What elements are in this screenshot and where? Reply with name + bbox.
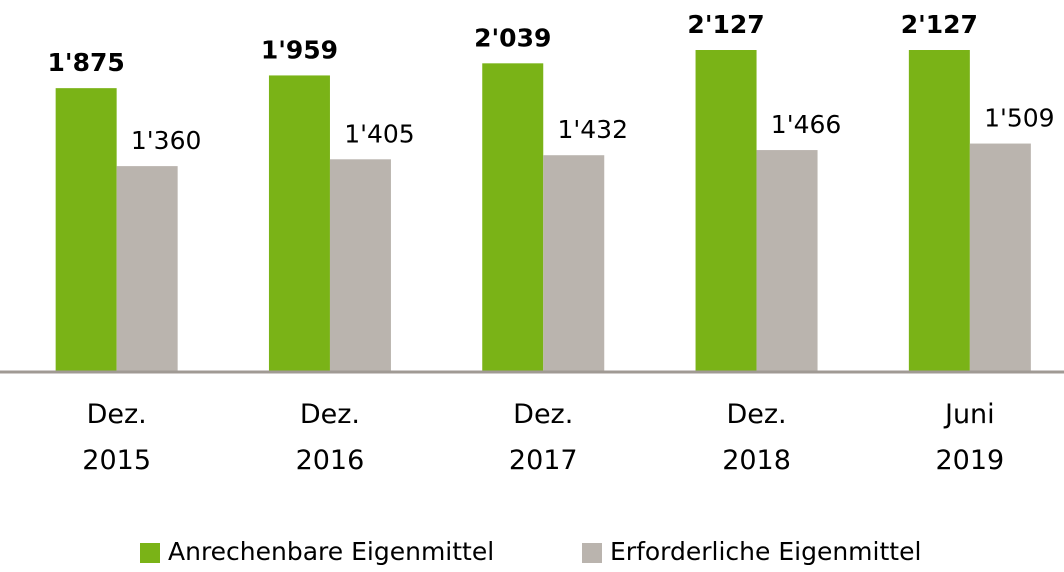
bar [329,159,391,372]
value-label: 1'360 [131,126,202,155]
bar [695,50,757,372]
value-label: 2'039 [474,23,551,52]
value-label: 1'466 [771,110,842,139]
value-label: 1'432 [558,115,629,144]
bar [482,63,544,372]
value-label: 1'405 [344,119,415,148]
x-tick-label: Juni 2019 [935,399,1004,476]
legend-label: Anrechenbare Eigenmittel [168,537,494,566]
bar [543,155,605,372]
value-label: 1'959 [261,35,338,64]
value-label: 2'127 [687,10,764,39]
value-label: 1'875 [48,48,125,77]
legend-swatch [582,543,602,563]
bar [55,88,117,372]
bar [116,166,178,372]
bar [969,143,1031,372]
x-tick-label: Dez. 2016 [296,399,365,476]
x-tick-label: Dez. 2018 [722,399,791,476]
value-label: 2'127 [901,10,978,39]
legend-label: Erforderliche Eigenmittel [610,537,921,566]
bar [908,50,970,372]
value-label: 1'509 [984,104,1055,133]
bar [756,150,818,372]
legend-swatch [140,543,160,563]
bar [268,75,330,372]
x-tick-label: Dez. 2015 [82,399,151,476]
x-tick-label: Dez. 2017 [509,399,578,476]
